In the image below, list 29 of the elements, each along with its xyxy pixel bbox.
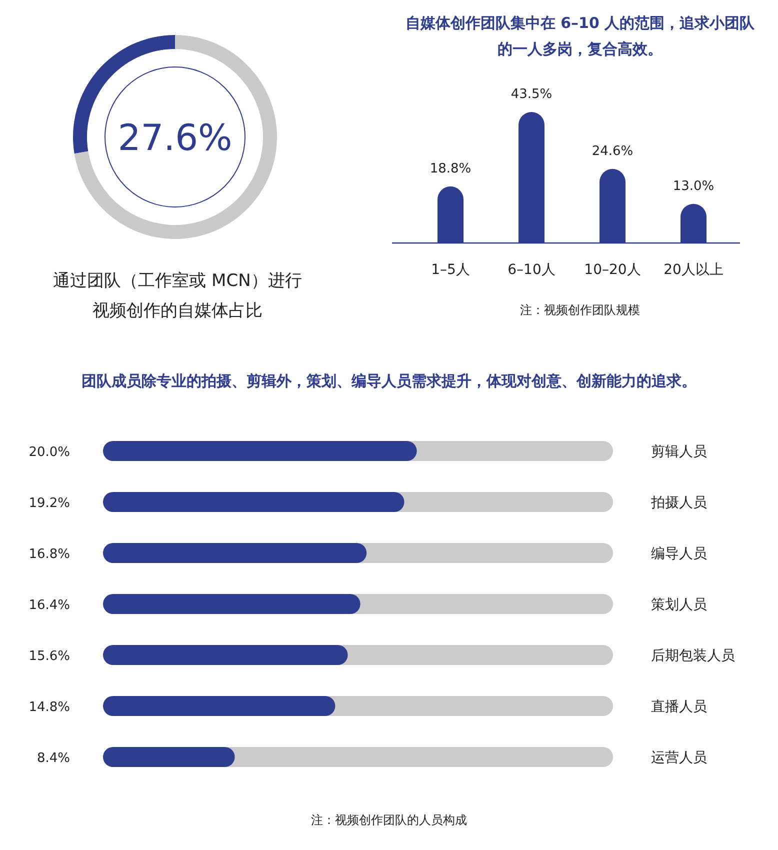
- y-tick-label: 后期包装人员: [651, 648, 735, 664]
- x-tick-label: 20人以上: [664, 262, 724, 278]
- data-label: 18.8%: [430, 161, 472, 176]
- y-tick-label: 直播人员: [651, 699, 707, 715]
- data-label: 15.6%: [28, 649, 70, 664]
- x-tick-label: 1–5人: [431, 262, 470, 278]
- y-tick-label: 策划人员: [651, 597, 707, 613]
- data-label: 24.6%: [592, 144, 634, 159]
- data-label: 14.8%: [28, 700, 70, 715]
- data-label: 13.0%: [672, 178, 714, 194]
- data-label: 16.4%: [28, 598, 70, 613]
- y-tick-label: 编导人员: [651, 546, 707, 562]
- y-tick-label: 拍摄人员: [650, 495, 707, 511]
- donut-slice: [74, 35, 277, 239]
- chart-title: 团队成员除专业的拍摄、剪辑外，策划、编导人员需求提升，体现对创意、创新能力的追求。: [80, 372, 698, 391]
- text: 注：视频创作团队规模: [519, 302, 641, 319]
- data-label: 19.2%: [28, 496, 70, 511]
- y-tick-label: 剪辑人员: [651, 444, 707, 460]
- data-label: 16.8%: [28, 547, 70, 562]
- data-label: 20.0%: [28, 445, 70, 460]
- data-label: 43.5%: [510, 87, 552, 102]
- x-tick-label: 10–20人: [584, 262, 641, 278]
- data-label: 8.4%: [36, 751, 70, 766]
- y-tick-label: 运营人员: [651, 750, 707, 766]
- chart-title: 自媒体创作团队集中在 6–10 人的范围，追求小团队的一人多岗，复合高效。: [404, 13, 756, 60]
- x-tick-label: 6–10人: [508, 262, 556, 278]
- text: 27.6%: [118, 118, 232, 159]
- text: 通过团队（工作室或 MCN）进行视频创作的自媒体占比: [52, 270, 303, 323]
- text: 注：视频创作团队的人员构成: [310, 812, 468, 829]
